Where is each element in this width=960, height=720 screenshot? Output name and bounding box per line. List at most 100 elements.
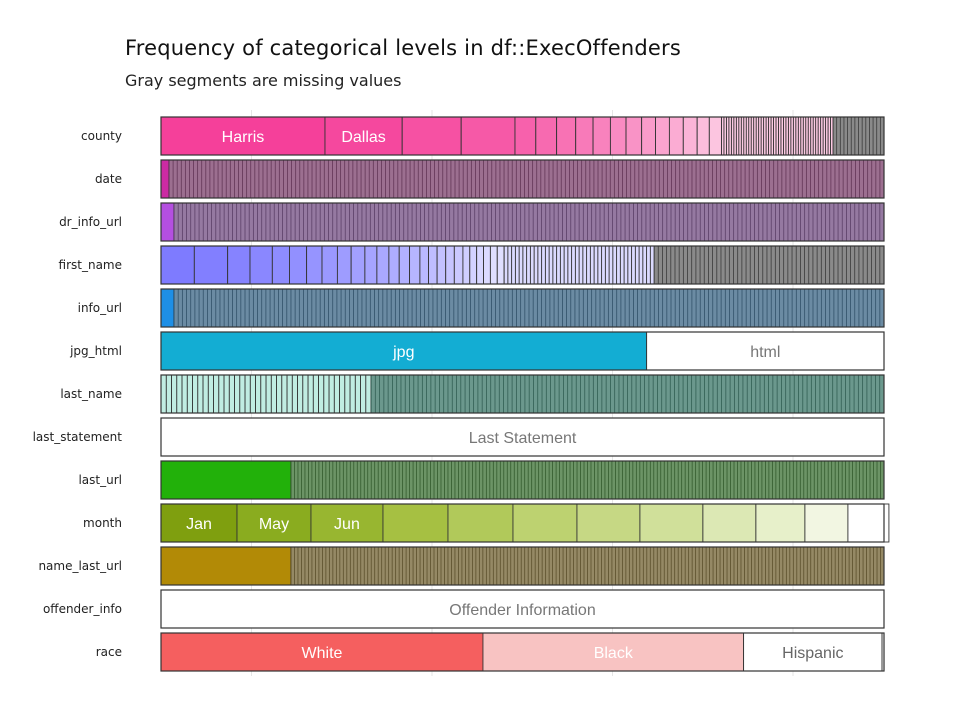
segment-label: Dallas: [341, 129, 385, 146]
bar-outline: [160, 417, 885, 457]
bar-segment: [576, 503, 641, 543]
bar-segment: [160, 245, 195, 285]
bar-outline: [160, 202, 885, 242]
bar-segment: [655, 116, 670, 156]
bar-row-last-statement: last_statement Last Statement: [33, 417, 885, 457]
bar-segment: [271, 245, 290, 285]
bar-segment: [625, 116, 643, 156]
bar-outline: [160, 116, 885, 156]
bar-outline: [160, 245, 885, 285]
bar-segment: [535, 116, 558, 156]
row-label: name_last_url: [38, 559, 122, 573]
tail-block: [721, 117, 834, 155]
segment-label: Last Statement: [469, 430, 577, 447]
bar-segment: [193, 245, 229, 285]
bar-segment: [847, 503, 890, 543]
bar-row-last-url: last_url: [78, 460, 885, 500]
segment-label: May: [259, 516, 289, 533]
segment-label: Offender Information: [449, 602, 595, 619]
bar-segment: [382, 503, 449, 543]
bar-row-month: month Jan May Jun: [83, 503, 890, 543]
segment-label: Hispanic: [782, 645, 843, 662]
bar-segment: [160, 546, 292, 586]
row-label: last_name: [60, 387, 122, 401]
row-label: first_name: [59, 258, 122, 272]
bar-segment: [556, 116, 577, 156]
bar-segment: [436, 245, 447, 285]
bar-segment: [447, 503, 514, 543]
bar-segment: [609, 116, 627, 156]
bar-row-last-name: last_name: [60, 374, 885, 414]
missing-segment: [169, 160, 885, 198]
bar-segment: [469, 245, 478, 285]
segment-label: White: [302, 645, 343, 662]
segment-label: jpg: [392, 344, 414, 361]
bar-row-race: race White Black Hispanic: [96, 632, 885, 672]
row-label: info_url: [78, 301, 122, 315]
bar-row-offender-info: offender_info Offender Information: [43, 589, 885, 629]
row-label: county: [81, 129, 122, 143]
row-label: month: [83, 516, 122, 530]
bar-segment: [249, 245, 273, 285]
missing-tint: [290, 461, 885, 499]
bar-segment: [289, 245, 308, 285]
segment-label: Jan: [186, 516, 212, 533]
bar-outline: [160, 288, 885, 328]
bar-row-first-name: first_name: [59, 245, 885, 285]
bar-segment: [514, 116, 537, 156]
bar-segment: [160, 460, 292, 500]
bar-segment: [376, 245, 390, 285]
bar-segment: [743, 632, 883, 672]
bar-segment: [227, 245, 251, 285]
segment-label: Harris: [222, 129, 265, 146]
bar-segment: [310, 503, 384, 543]
bar-segment: [160, 589, 885, 629]
bar-segment: [160, 202, 175, 242]
bar-segment: [460, 116, 516, 156]
row-label: offender_info: [43, 602, 122, 616]
bar-row-dr-info-url: dr_info_url: [59, 202, 885, 242]
segment-label: html: [750, 344, 780, 361]
bar-segment: [445, 245, 455, 285]
bar-segment: [668, 116, 684, 156]
chart-subtitle: Gray segments are missing values: [125, 71, 402, 90]
segment-label: Black: [594, 645, 634, 662]
bar-row-name-last-url: name_last_url: [38, 546, 885, 586]
bar-segment: [639, 503, 704, 543]
bar-segment: [489, 245, 498, 285]
bar-segment: [160, 417, 885, 457]
bar-segment: [336, 245, 352, 285]
bar-segment: [512, 503, 578, 543]
bar-segment: [160, 159, 170, 199]
bar-segment: [496, 245, 505, 285]
bar-segment: [398, 245, 411, 285]
bar-segment: [388, 245, 400, 285]
bar-segment: [364, 245, 378, 285]
bar-outline: [160, 632, 885, 672]
bar-segment: [453, 245, 464, 285]
bar-segment: [641, 116, 656, 156]
bar-segment: [592, 116, 611, 156]
row-label: race: [96, 645, 122, 659]
bar-segment: [696, 116, 710, 156]
bar-segment: [160, 288, 175, 328]
missing-segment: [654, 246, 884, 284]
bar-segment: [646, 331, 885, 371]
row-label: date: [95, 172, 122, 186]
bar-row-jpg-html: jpg_html jpg html: [69, 331, 885, 371]
bar-segment: [708, 116, 722, 156]
bar-segment: [401, 116, 462, 156]
bar-row-date: date: [95, 159, 885, 199]
bar-segment: [804, 503, 849, 543]
bar-segment: [682, 116, 698, 156]
bar-segment: [419, 245, 429, 285]
bar-segment: [702, 503, 757, 543]
row-label: last_url: [78, 473, 122, 487]
bar-segment: [236, 503, 312, 543]
bar-segment: [476, 245, 484, 285]
bar-segment: [350, 245, 366, 285]
bar-outline: [160, 503, 885, 543]
missing-tint: [290, 547, 885, 585]
bar-outline: [160, 589, 885, 629]
